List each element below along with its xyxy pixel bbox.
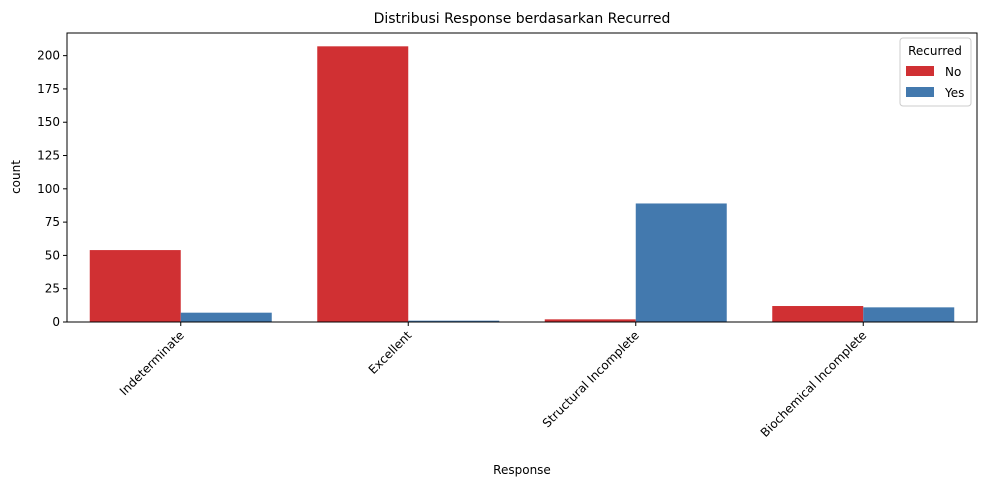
y-tick-label: 25 [45,282,60,296]
bar-no-indeterminate [89,250,181,322]
x-tick-label: Structural Incomplete [540,328,642,430]
y-axis: 0 25 50 75 100 125 150 175 200 [37,49,67,329]
bar-yes-indeterminate [180,312,272,322]
y-tick-label: 0 [52,315,60,329]
bar-yes-excellent [408,320,500,322]
bar-no-excellent [317,46,409,322]
y-tick-label: 75 [45,215,60,229]
chart-title: Distribusi Response berdasarkan Recurred [374,11,671,27]
legend-label-yes: Yes [944,86,964,100]
y-tick-label: 50 [45,248,60,262]
x-tick-label: Indeterminate [117,328,187,398]
x-axis-label: Response [493,463,551,477]
x-axis: Indeterminate Excellent Structural Incompl… [117,322,870,440]
y-axis-label: count [9,160,23,194]
legend: Recurred No Yes [899,37,972,107]
x-tick-label: Excellent [366,328,415,377]
legend-swatch-yes [906,87,934,97]
y-tick-label: 125 [37,149,60,163]
legend-title: Recurred [908,44,962,58]
bar-yes-structural-incomplete [635,203,727,322]
bar-no-structural-incomplete [544,319,636,322]
bar-no-biochemical-incomplete [772,306,864,322]
legend-label-no: No [945,65,961,79]
bar-yes-biochemical-incomplete [863,307,955,322]
legend-swatch-no [906,66,934,76]
y-tick-label: 175 [37,82,60,96]
y-tick-label: 100 [37,182,60,196]
x-tick-label: Biochemical Incomplete [758,328,870,440]
y-tick-label: 150 [37,115,60,129]
plot-frame [66,32,978,323]
bars [89,46,955,322]
y-tick-label: 200 [37,49,60,63]
